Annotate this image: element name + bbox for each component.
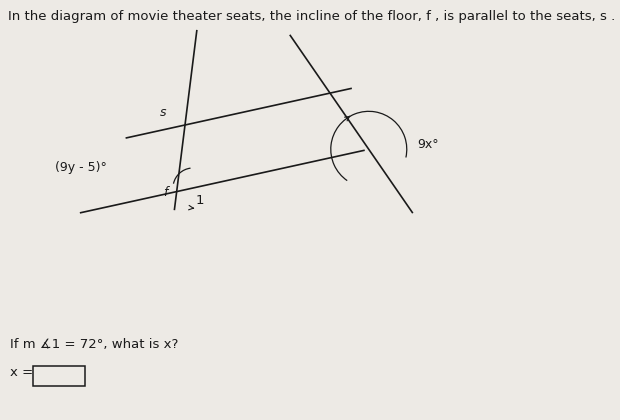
Text: x =: x = <box>10 366 33 379</box>
Text: f: f <box>163 186 167 199</box>
Text: 9x°: 9x° <box>417 138 438 151</box>
Bar <box>33 366 85 386</box>
Text: 1: 1 <box>196 194 204 207</box>
Text: If m ∡1 = 72°, what is x?: If m ∡1 = 72°, what is x? <box>10 338 179 351</box>
Text: (9y - 5)°: (9y - 5)° <box>55 162 107 174</box>
Text: In the diagram of movie theater seats, the incline of the floor, f , is parallel: In the diagram of movie theater seats, t… <box>8 10 615 23</box>
Text: s: s <box>160 107 166 120</box>
